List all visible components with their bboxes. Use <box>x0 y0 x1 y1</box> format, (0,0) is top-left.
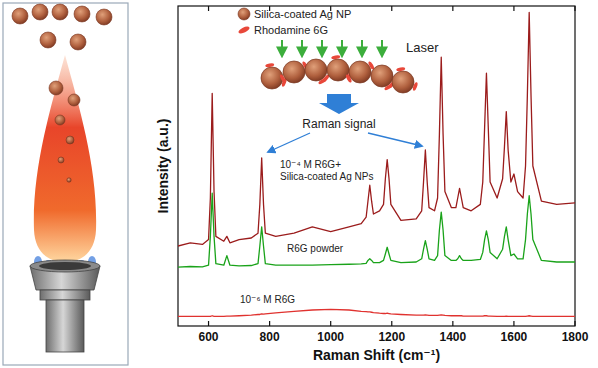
legend-r6g <box>237 25 250 35</box>
x-tick <box>391 321 392 326</box>
r6g-molecule <box>279 74 287 84</box>
x-tick-top <box>452 6 453 11</box>
x-tick <box>574 321 575 326</box>
r6g-molecule <box>412 82 418 92</box>
burner-rim <box>30 260 100 272</box>
r6g-molecule <box>265 63 274 68</box>
plot-frame <box>178 6 575 326</box>
series-lines <box>178 12 575 316</box>
signal-arrow <box>319 94 359 114</box>
x-tick-label: 800 <box>260 330 280 344</box>
x-axis-title: Raman Shift (cm⁻¹) <box>313 347 440 363</box>
nanoparticle <box>68 94 80 106</box>
x-tick-label: 1600 <box>501 330 528 344</box>
spectrum-line <box>178 309 575 316</box>
x-tick <box>269 321 270 326</box>
chain-np <box>349 61 371 83</box>
laser-arrow <box>281 40 283 56</box>
chain-np <box>283 61 305 83</box>
annotation: Rhodamine 6G <box>254 24 328 36</box>
figure: 600 800 1000 1200 1400 1600 1800 Raman Shift (c… <box>0 0 598 368</box>
chain-np <box>261 67 283 89</box>
x-tick-label: 600 <box>199 330 219 344</box>
r6g-molecule <box>345 74 353 84</box>
x-tick-label: 1000 <box>317 330 344 344</box>
x-tick <box>452 321 453 326</box>
laser-arrow <box>381 40 383 56</box>
x-tick <box>330 321 331 326</box>
nanoparticle <box>49 81 63 95</box>
legend-np <box>238 8 250 20</box>
laser-arrow <box>301 40 303 56</box>
nanoparticle <box>58 157 64 163</box>
signal-pointer <box>368 133 422 146</box>
x-tick-label: 1400 <box>439 330 466 344</box>
x-tick <box>208 321 209 326</box>
r6g-molecule <box>396 67 405 72</box>
chain-np <box>392 71 414 93</box>
nanoparticle <box>55 115 65 125</box>
burner-mouth <box>39 262 91 270</box>
nanoparticle <box>40 32 56 48</box>
panel-border <box>3 3 128 365</box>
r6g-molecule <box>331 55 340 60</box>
nanoparticle <box>52 4 68 20</box>
series-label-line: 10⁻⁴ M R6G+ <box>280 159 341 170</box>
annotation: Raman signal <box>302 117 375 131</box>
laser-arrow <box>341 40 343 56</box>
series-label-line: Silica-coated Ag NPs <box>280 171 373 182</box>
r6g-molecule <box>384 83 394 91</box>
series-label-line: R6G powder <box>287 243 344 254</box>
signal-pointer <box>268 133 310 152</box>
nanoparticle <box>70 34 86 50</box>
nanoparticle <box>67 178 71 182</box>
annotation: Laser <box>406 40 439 55</box>
nanoparticle <box>74 6 90 22</box>
series-label: 10⁻⁴ M R6G+Silica-coated Ag NPs <box>280 159 373 182</box>
spectrum-line <box>178 193 575 267</box>
nanoparticle <box>12 8 28 24</box>
chain-np <box>371 65 393 87</box>
series-labels: 10⁻⁴ M R6G+Silica-coated Ag NPs R6G powde… <box>240 159 373 305</box>
flame <box>34 55 96 262</box>
r6g-molecule <box>318 77 328 85</box>
x-tick-top <box>513 6 514 11</box>
x-tick-top <box>391 6 392 11</box>
series-label-line: 10⁻⁶ M R6G <box>240 294 295 305</box>
chain-np <box>305 59 327 81</box>
burner-collar <box>40 290 90 300</box>
annotation: Silica-coated Ag NP <box>254 8 351 20</box>
chain-np <box>327 59 349 81</box>
laser-arrow <box>361 40 363 56</box>
nanoparticle <box>96 9 112 25</box>
nanoparticle <box>32 4 48 20</box>
x-tick-label: 1200 <box>378 330 405 344</box>
y-axis-title: Intensity (a.u.) <box>155 119 171 214</box>
x-tick-top <box>574 6 575 11</box>
laser-arrow <box>321 40 323 56</box>
x-tick-top <box>208 6 209 11</box>
spectrum-line <box>178 12 575 246</box>
flame-panel <box>3 3 128 365</box>
x-tick-label: 1800 <box>562 330 589 344</box>
series-label: R6G powder <box>287 243 344 254</box>
series-label: 10⁻⁶ M R6G <box>240 294 295 305</box>
inset-schematic: Silica-coated Ag NP Rhodamine 6G Laser Rama… <box>237 8 439 152</box>
burner-stem <box>46 300 84 352</box>
nanoparticle <box>66 136 74 144</box>
x-tick <box>513 321 514 326</box>
